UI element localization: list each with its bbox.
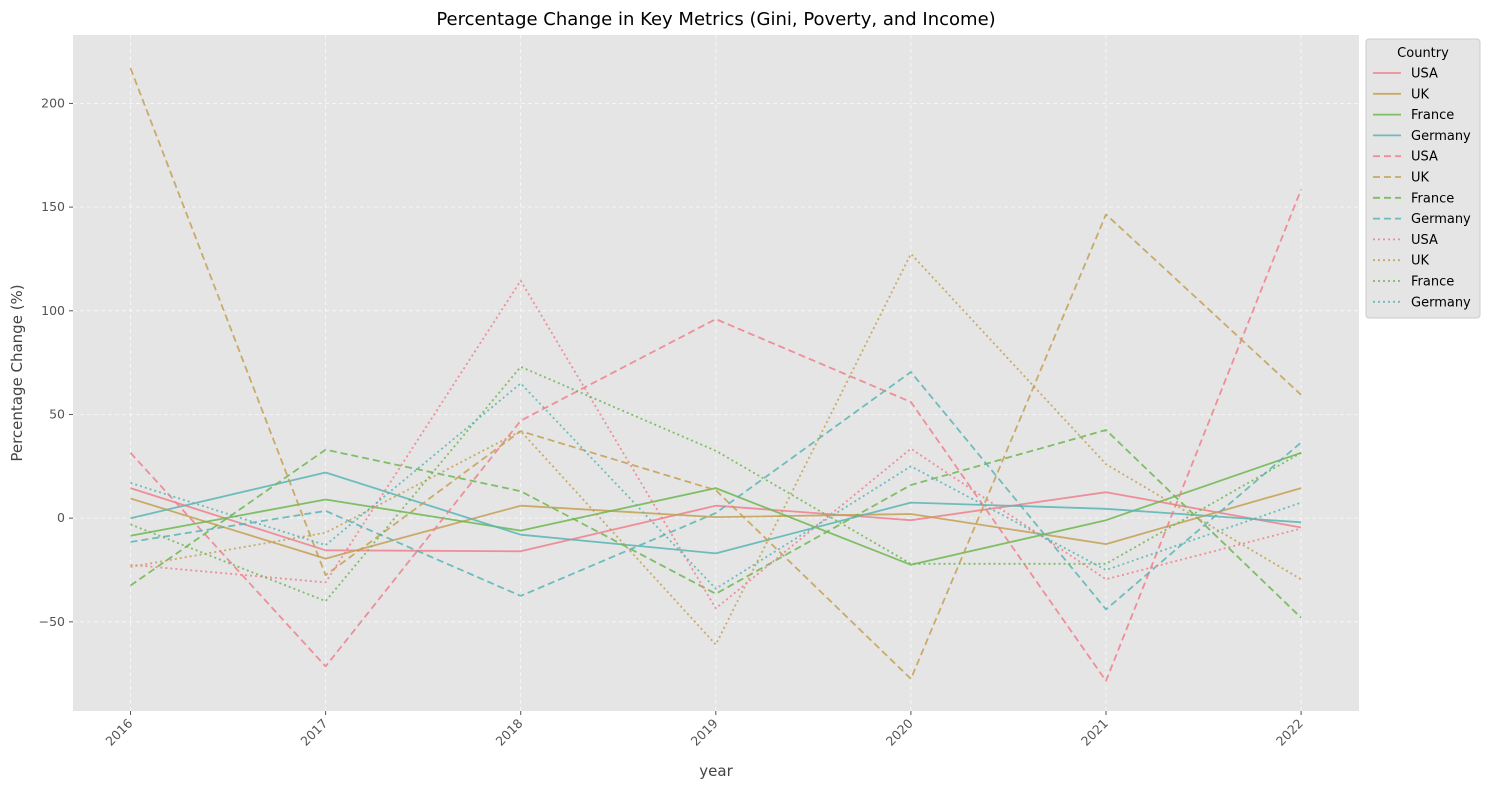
legend-label: UK (1411, 87, 1430, 102)
x-tick-label: 2017 (297, 716, 330, 749)
y-tick-label: 200 (41, 95, 65, 110)
legend-label: UK (1411, 171, 1430, 186)
legend-title: Country (1397, 46, 1449, 61)
legend-label: USA (1411, 233, 1438, 248)
legend: Country USA UK France Germany USA UK France Ger… (1365, 38, 1481, 319)
legend-box (1365, 38, 1481, 319)
legend-label: France (1411, 108, 1454, 123)
chart-title: Percentage Change in Key Metrics (Gini, … (436, 9, 995, 30)
series-line-germany-dotted (130, 382, 1302, 590)
y-tick-label: 50 (49, 406, 65, 421)
legend-label: France (1411, 191, 1454, 206)
y-axis-label: Percentage Change (%) (8, 284, 26, 461)
x-tick-label: 2018 (493, 716, 526, 749)
series-line-usa-solid (130, 487, 1302, 553)
legend-label: Germany (1411, 129, 1471, 144)
series-line-uk-dashed (129, 67, 1302, 680)
x-tick-label: 2020 (883, 716, 916, 749)
y-tick-label: 150 (41, 199, 65, 214)
x-axis-ticks: 2016 2017 2018 2019 2020 2021 2022 (102, 711, 1306, 749)
y-axis-ticks: −50 0 50 100 150 200 (39, 95, 73, 629)
series-line-germany-dashed (130, 371, 1302, 611)
series-line-germany-solid (130, 471, 1302, 555)
series-line-usa-dashed (129, 189, 1302, 682)
legend-label: UK (1411, 254, 1430, 269)
y-tick-label: 0 (57, 510, 65, 525)
legend-label: USA (1411, 67, 1438, 82)
series-layer (129, 67, 1302, 682)
x-tick-label: 2016 (102, 716, 135, 749)
series-line-france-dashed (129, 429, 1302, 619)
x-tick-label: 2022 (1273, 716, 1306, 749)
x-tick-label: 2019 (688, 716, 721, 749)
series-line-usa-dotted (130, 279, 1302, 610)
series-line-france-solid (130, 451, 1302, 566)
grid (73, 35, 1359, 711)
x-tick-label: 2021 (1078, 716, 1111, 749)
legend-label: Germany (1411, 212, 1471, 227)
legend-label: Germany (1411, 295, 1471, 310)
series-line-uk-solid (130, 487, 1302, 560)
legend-label: France (1411, 275, 1454, 290)
series-line-france-dotted (130, 365, 1302, 602)
series-line-uk-dotted (130, 252, 1302, 646)
x-axis-label: year (699, 762, 733, 780)
y-tick-label: −50 (39, 614, 65, 629)
legend-label: USA (1411, 150, 1438, 165)
y-tick-label: 100 (41, 303, 65, 318)
